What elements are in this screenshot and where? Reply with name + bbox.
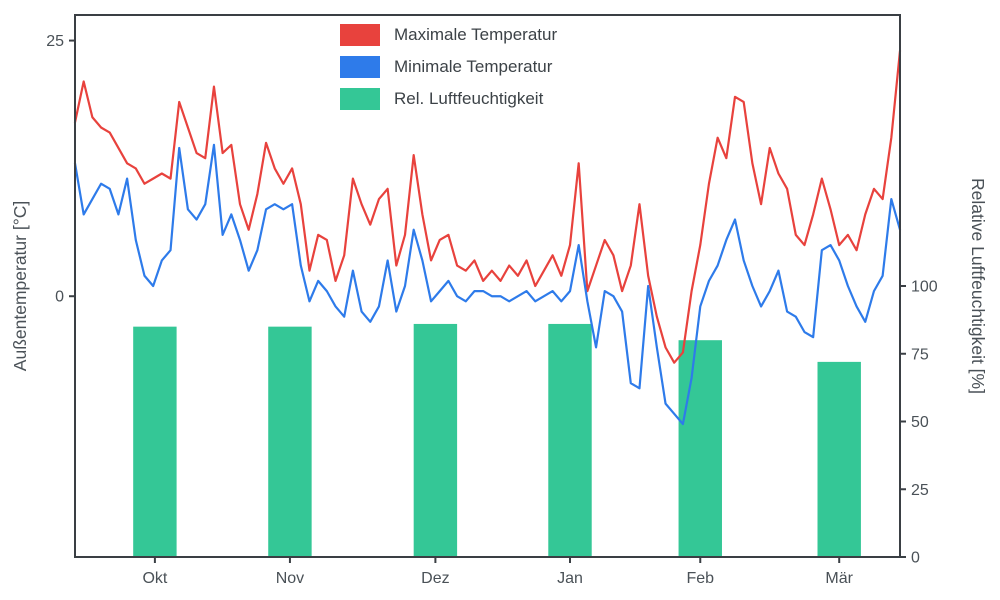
humidity-bar <box>133 326 177 557</box>
y-left-tick-label: 0 <box>55 289 64 306</box>
humidity-bar <box>413 323 458 557</box>
y-axis-label-left: Außentemperatur [°C] <box>10 201 30 371</box>
x-tick-label: Feb <box>686 570 714 587</box>
y-right-tick-label: 50 <box>911 414 929 431</box>
y-right-tick-label: 100 <box>911 279 938 296</box>
legend-swatch-max-temp-line <box>340 24 380 46</box>
legend-item-humidity-bars: Rel. Luftfeuchtigkeit <box>340 88 557 110</box>
humidity-bar <box>817 361 861 557</box>
y-right-tick-label: 75 <box>911 346 929 363</box>
x-tick-label: Mär <box>825 570 853 587</box>
humidity-bar <box>548 323 592 557</box>
humidity-bar <box>678 340 722 557</box>
y-right-tick-label: 25 <box>911 482 929 499</box>
x-tick-label: Okt <box>142 570 167 587</box>
legend-swatch-min-temp-line <box>340 56 380 78</box>
x-tick-label: Jan <box>557 570 583 587</box>
legend-swatch-humidity-bars <box>340 88 380 110</box>
y-left-tick-label: 25 <box>46 33 64 50</box>
y-axis-label-right: Relative Luftfeuchtigkeit [%] <box>968 178 988 394</box>
y-right-tick-label: 0 <box>911 550 920 567</box>
legend-item-max-temp-line: Maximale Temperatur <box>340 24 557 46</box>
legend: Maximale Temperatur Minimale Temperatur Re… <box>340 24 557 110</box>
chart-layers: 0 25 0 25 50 75 100 Okt Nov Dez Jan Feb Mär <box>46 14 938 587</box>
x-tick-label: Dez <box>421 570 449 587</box>
legend-label-min-temp-line: Minimale Temperatur <box>394 57 553 76</box>
min-temp-line <box>73 143 902 426</box>
legend-label-max-temp-line: Maximale Temperatur <box>394 25 558 44</box>
max-temp-line <box>73 49 902 364</box>
x-tick-label: Nov <box>276 570 304 587</box>
humidity-bar <box>268 326 312 557</box>
legend-item-min-temp-line: Minimale Temperatur <box>340 56 557 78</box>
legend-label-humidity-bars: Rel. Luftfeuchtigkeit <box>394 89 544 108</box>
